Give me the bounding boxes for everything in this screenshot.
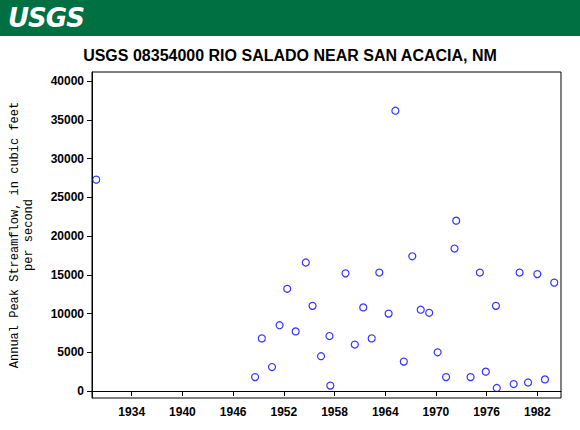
svg-text:1964: 1964: [372, 405, 399, 419]
svg-text:1958: 1958: [321, 405, 348, 419]
svg-text:30000: 30000: [51, 152, 85, 166]
svg-text:per second: per second: [22, 199, 36, 271]
svg-text:1970: 1970: [423, 405, 450, 419]
svg-text:0: 0: [77, 384, 84, 398]
svg-text:1934: 1934: [118, 405, 145, 419]
svg-text:1940: 1940: [169, 405, 196, 419]
svg-text:1952: 1952: [270, 405, 297, 419]
svg-text:10000: 10000: [51, 307, 85, 321]
svg-text:20000: 20000: [51, 229, 85, 243]
svg-text:1976: 1976: [473, 405, 500, 419]
svg-text:25000: 25000: [51, 190, 85, 204]
svg-text:40000: 40000: [51, 74, 85, 88]
svg-text:15000: 15000: [51, 268, 85, 282]
html-text:USGS: USGS: [8, 3, 84, 33]
svg-text:5000: 5000: [57, 345, 84, 359]
svg-text:35000: 35000: [51, 113, 85, 127]
svg-text:1946: 1946: [220, 405, 247, 419]
svg-text:USGS 08354000 RIO SALADO NEAR: USGS 08354000 RIO SALADO NEAR SAN ACACIA…: [83, 47, 497, 64]
svg-text:Annual Peak Streamflow, in cub: Annual Peak Streamflow, in cubic feet: [8, 102, 22, 368]
svg-text:1982: 1982: [524, 405, 551, 419]
